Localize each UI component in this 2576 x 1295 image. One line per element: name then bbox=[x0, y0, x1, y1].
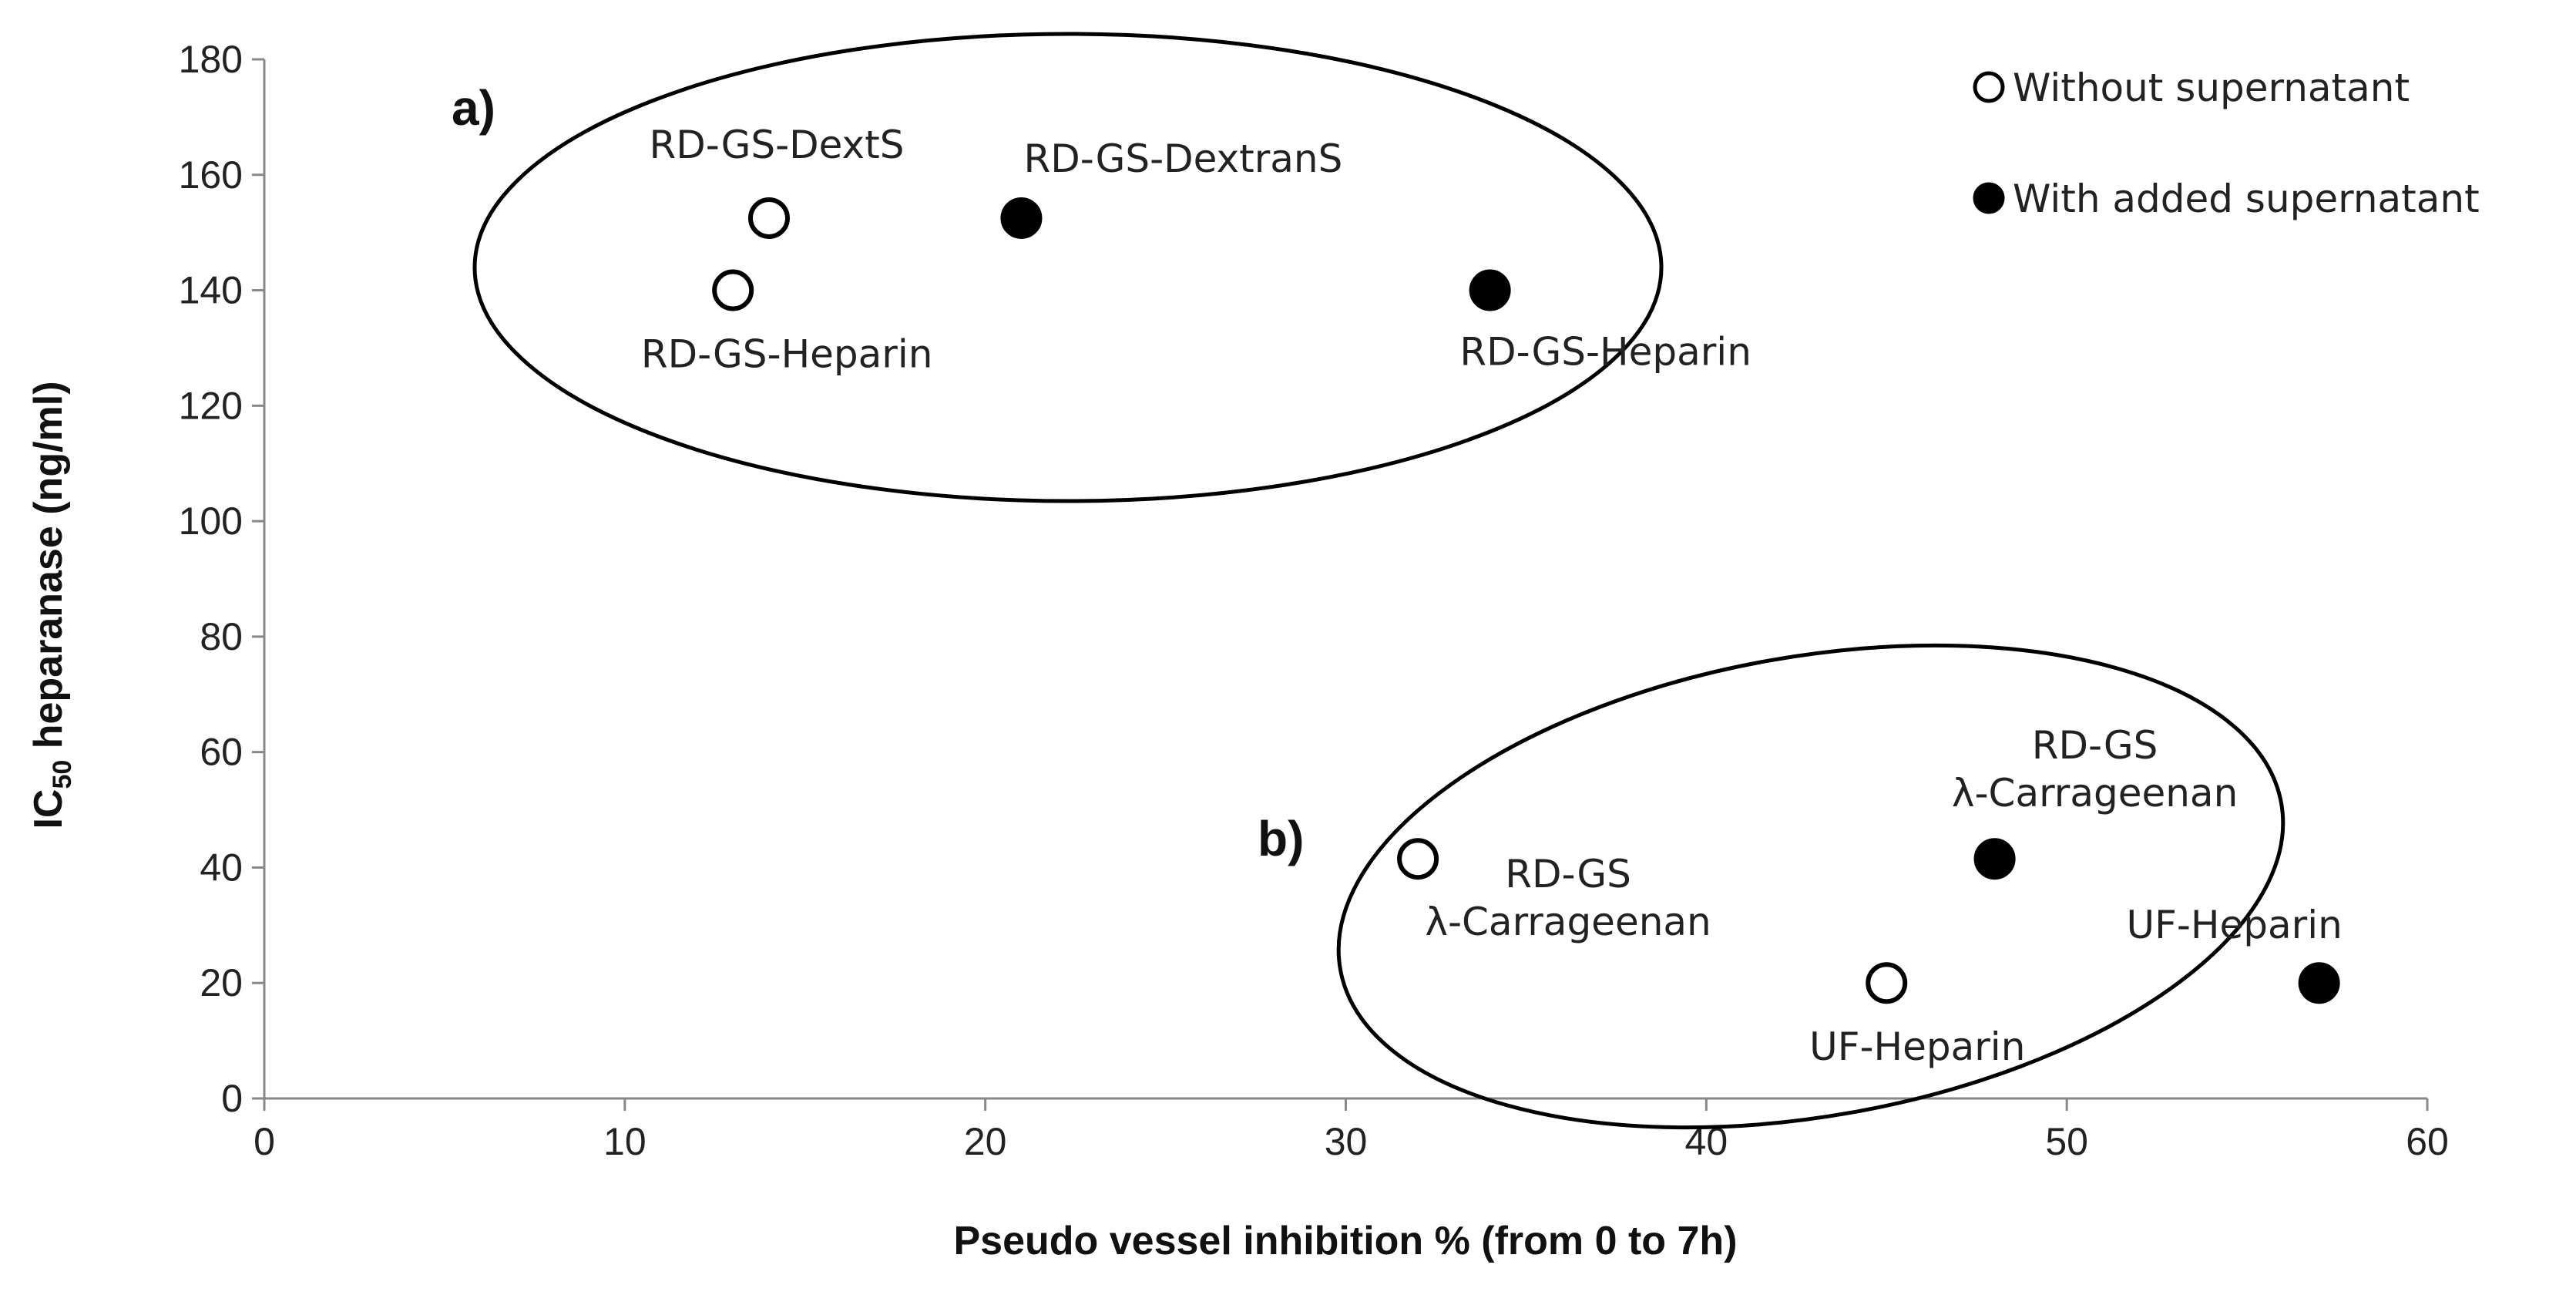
point-label-line: RD-GS bbox=[2032, 723, 2158, 768]
y-tick-label: 0 bbox=[221, 1077, 243, 1120]
filled-data-point bbox=[2298, 962, 2340, 1004]
y-tick-label: 120 bbox=[179, 384, 243, 427]
y-tick-label: 140 bbox=[179, 269, 243, 312]
point-label-line: RD-GS bbox=[1505, 852, 1631, 896]
point-label-line: RD-GS-Heparin bbox=[641, 332, 933, 377]
group-label-a: a) bbox=[452, 80, 495, 136]
group-ellipse-b bbox=[1336, 643, 2285, 1130]
y-axis-title-rest: heparanase (ng/ml) bbox=[26, 381, 71, 759]
point-label: RD-GS λ-Carrageenan bbox=[1425, 852, 1711, 944]
y-tick-label: 160 bbox=[179, 153, 243, 197]
point-label-line: RD-GS-DextS bbox=[649, 123, 904, 167]
legend-label-without: Without supernatant bbox=[2013, 66, 2410, 110]
y-tick-label: 80 bbox=[200, 615, 243, 658]
point-label: UF-Heparin bbox=[1809, 1024, 2025, 1069]
legend-marker-with bbox=[1973, 182, 2005, 214]
x-axis-title: Pseudo vessel inhibition % (from 0 to 7h… bbox=[953, 1219, 1737, 1263]
point-label-line: λ-Carrageenan bbox=[1425, 900, 1711, 944]
y-tick-label: 100 bbox=[179, 500, 243, 543]
y-tick-label: 180 bbox=[179, 38, 243, 81]
point-label-line: RD-GS-Heparin bbox=[1459, 330, 1751, 375]
x-tick-label: 20 bbox=[964, 1120, 1007, 1163]
group-ellipse-a bbox=[472, 32, 1664, 503]
y-tick-label: 20 bbox=[200, 961, 243, 1004]
open-data-point bbox=[712, 269, 754, 311]
point-label: RD-GS-Heparin bbox=[641, 332, 933, 377]
filled-data-point bbox=[1469, 269, 1511, 311]
legend-label-with: With added supernatant bbox=[2013, 177, 2480, 221]
point-label-line: RD-GS-DextranS bbox=[1024, 136, 1343, 181]
y-axis-title-main: IC bbox=[26, 789, 71, 829]
filled-data-point bbox=[1973, 838, 2016, 880]
point-label: UF-Heparin bbox=[2127, 903, 2343, 947]
y-axis-title: IC50 heparanase (ng/ml) bbox=[26, 381, 77, 829]
y-tick-label: 60 bbox=[200, 731, 243, 774]
open-data-point bbox=[747, 197, 790, 239]
x-tick-label: 10 bbox=[603, 1120, 647, 1163]
x-tick-label: 30 bbox=[1325, 1120, 1368, 1163]
group-ellipses bbox=[472, 32, 2285, 1130]
y-axis-title-subscript: 50 bbox=[48, 760, 77, 789]
x-tick-label: 60 bbox=[2406, 1120, 2449, 1163]
point-label: RD-GS-DextranS bbox=[1024, 136, 1343, 181]
point-label: RD-GS-DextS bbox=[649, 123, 904, 167]
point-label-line: UF-Heparin bbox=[1809, 1024, 2025, 1069]
point-label: RD-GS λ-Carrageenan bbox=[1952, 723, 2238, 816]
open-data-point bbox=[1397, 838, 1439, 880]
open-data-point bbox=[1866, 962, 1908, 1004]
y-tick-label: 40 bbox=[200, 846, 243, 889]
point-label-line: UF-Heparin bbox=[2127, 903, 2343, 947]
x-tick-label: 0 bbox=[254, 1120, 275, 1163]
x-tick-label: 50 bbox=[2045, 1120, 2088, 1163]
point-label-line: λ-Carrageenan bbox=[1952, 771, 2238, 816]
legend-marker-without bbox=[1973, 71, 2005, 103]
filled-data-point bbox=[1000, 197, 1043, 239]
group-label-b: b) bbox=[1258, 811, 1304, 866]
data-points bbox=[712, 197, 2340, 1004]
point-label: RD-GS-Heparin bbox=[1459, 330, 1751, 375]
legend: Without supernatant With added supernata… bbox=[1973, 66, 2480, 221]
